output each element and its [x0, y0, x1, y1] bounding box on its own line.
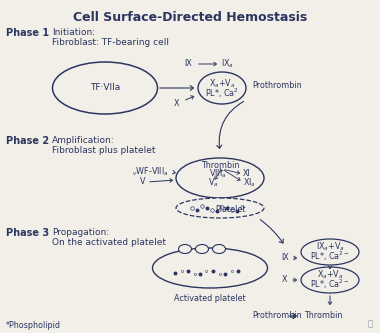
Text: Cell Surface-Directed Hemostasis: Cell Surface-Directed Hemostasis — [73, 11, 307, 24]
Text: Platelet: Platelet — [215, 205, 245, 214]
Ellipse shape — [301, 267, 359, 293]
Ellipse shape — [176, 158, 264, 198]
Text: V: V — [140, 177, 146, 186]
Text: IX$_a$: IX$_a$ — [222, 58, 234, 70]
Text: PL*, Ca$^{2-}$: PL*, Ca$^{2-}$ — [310, 277, 350, 291]
Text: Activated platelet: Activated platelet — [174, 294, 246, 303]
Text: Amplification:: Amplification: — [52, 136, 115, 145]
Text: Propagation:: Propagation: — [52, 228, 109, 237]
Ellipse shape — [198, 72, 246, 104]
Text: X: X — [174, 99, 180, 108]
Text: On the activated platelet: On the activated platelet — [52, 238, 166, 247]
Text: X$_a$+V$_a$: X$_a$+V$_a$ — [317, 269, 343, 281]
Ellipse shape — [301, 239, 359, 265]
Text: IX: IX — [184, 60, 192, 69]
Text: TF·VIIa: TF·VIIa — [90, 84, 120, 93]
Text: IX: IX — [281, 253, 289, 262]
Text: ⎙: ⎙ — [368, 319, 373, 328]
Text: Phase 1: Phase 1 — [6, 28, 49, 38]
Ellipse shape — [195, 244, 209, 253]
Text: Initiation:: Initiation: — [52, 28, 95, 37]
Text: Phase 2: Phase 2 — [6, 136, 49, 146]
Text: *Phospholipid: *Phospholipid — [6, 320, 61, 329]
Text: Phase 3: Phase 3 — [6, 228, 49, 238]
Ellipse shape — [179, 244, 192, 253]
Text: PL*, Ca$^{2}$: PL*, Ca$^{2}$ — [205, 86, 239, 100]
Ellipse shape — [212, 244, 225, 253]
Text: Prothrombin: Prothrombin — [252, 82, 302, 91]
Text: Thrombin: Thrombin — [201, 161, 239, 169]
Text: Prothrombin: Prothrombin — [252, 311, 302, 320]
Text: IX$_a$+V$_a$: IX$_a$+V$_a$ — [315, 241, 345, 253]
Text: PL*, Ca$^{2-}$: PL*, Ca$^{2-}$ — [310, 249, 350, 263]
Text: XI$_a$: XI$_a$ — [243, 177, 256, 189]
Text: Fibroblast plus platelet: Fibroblast plus platelet — [52, 146, 155, 155]
Ellipse shape — [176, 198, 264, 218]
Text: $_v$WF-VIII$_a$: $_v$WF-VIII$_a$ — [132, 166, 169, 178]
Text: VIII$_a$: VIII$_a$ — [209, 168, 227, 180]
Ellipse shape — [152, 248, 268, 288]
Text: XI: XI — [243, 169, 251, 178]
Text: Fibroblast: TF-bearing cell: Fibroblast: TF-bearing cell — [52, 38, 169, 47]
Text: X: X — [282, 275, 288, 284]
Text: X$_a$+V$_a$: X$_a$+V$_a$ — [209, 78, 235, 90]
Text: Thrombin: Thrombin — [304, 311, 342, 320]
Text: V$_a$: V$_a$ — [208, 177, 218, 189]
